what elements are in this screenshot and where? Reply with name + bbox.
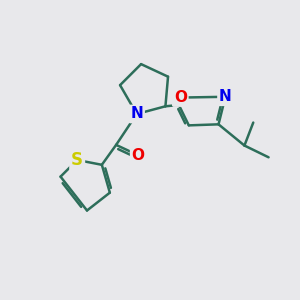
Text: O: O bbox=[132, 148, 145, 163]
Text: S: S bbox=[71, 151, 83, 169]
Text: N: N bbox=[130, 106, 143, 122]
Text: N: N bbox=[219, 89, 232, 104]
Text: O: O bbox=[174, 90, 187, 105]
